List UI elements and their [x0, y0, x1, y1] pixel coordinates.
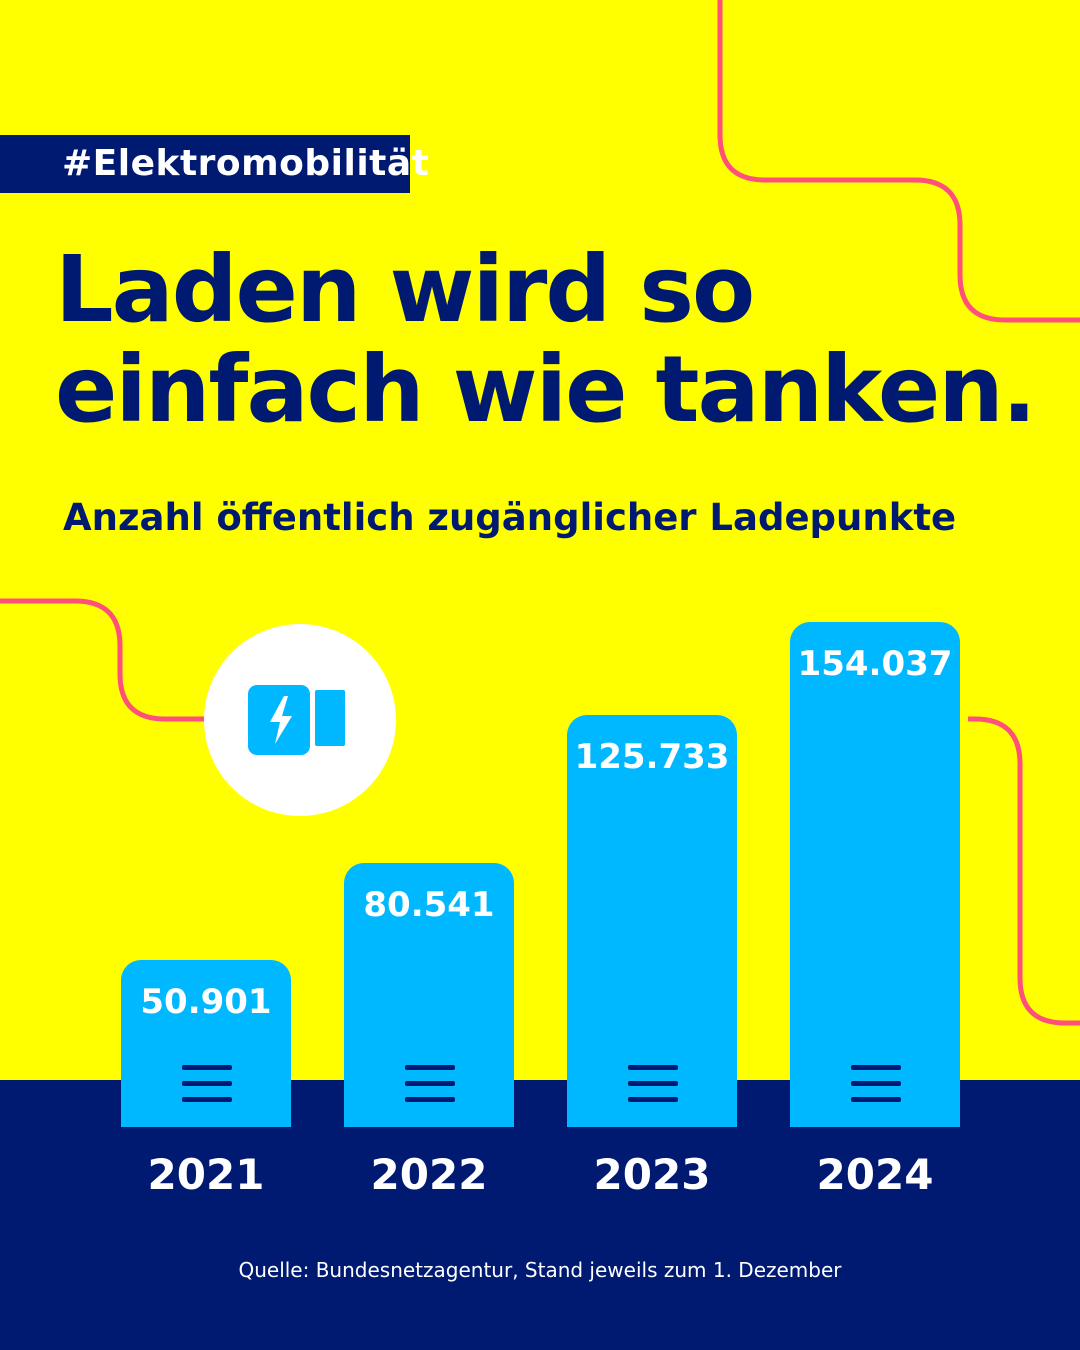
headline-line-2: einfach wie tanken. — [55, 336, 1037, 443]
source-note: Quelle: Bundesnetzagentur, Stand jeweils… — [238, 1258, 842, 1282]
x-tick-label: 2023 — [593, 1150, 711, 1199]
bar-value-label: 50.901 — [140, 982, 272, 1023]
x-tick-label: 2022 — [370, 1150, 488, 1199]
bar-2021: 50.901 — [121, 960, 291, 1127]
charger-lines-icon — [405, 1064, 455, 1103]
hashtag-label: #Elektromobilität — [0, 135, 429, 193]
x-tick-label: 2024 — [816, 1150, 934, 1199]
bar-2023: 125.733 — [567, 714, 737, 1127]
charging-plug-icon — [248, 685, 345, 755]
x-tick-label: 2021 — [147, 1150, 265, 1199]
bar-value-label: 80.541 — [363, 884, 495, 925]
headline-line-1: Laden wird so — [55, 236, 755, 343]
bar-value-label: 125.733 — [574, 736, 730, 777]
chart-title: Anzahl öffentlich zugänglicher Ladepunkt… — [63, 496, 957, 539]
headline: Laden wird so einfach wie tanken. — [55, 240, 1045, 440]
charger-lines-icon — [628, 1064, 678, 1103]
charger-lines-icon — [851, 1065, 901, 1103]
accent-line-left — [0, 598, 245, 722]
plug-badge — [204, 624, 396, 816]
accent-line-top-right — [717, 0, 1080, 323]
accent-line-right — [968, 716, 1080, 1026]
charger-lines-icon — [182, 1064, 232, 1103]
bar-value-label: 154.037 — [797, 644, 953, 684]
bar-2024: 154.037 — [790, 622, 960, 1127]
bar-2022: 80.541 — [344, 862, 514, 1127]
